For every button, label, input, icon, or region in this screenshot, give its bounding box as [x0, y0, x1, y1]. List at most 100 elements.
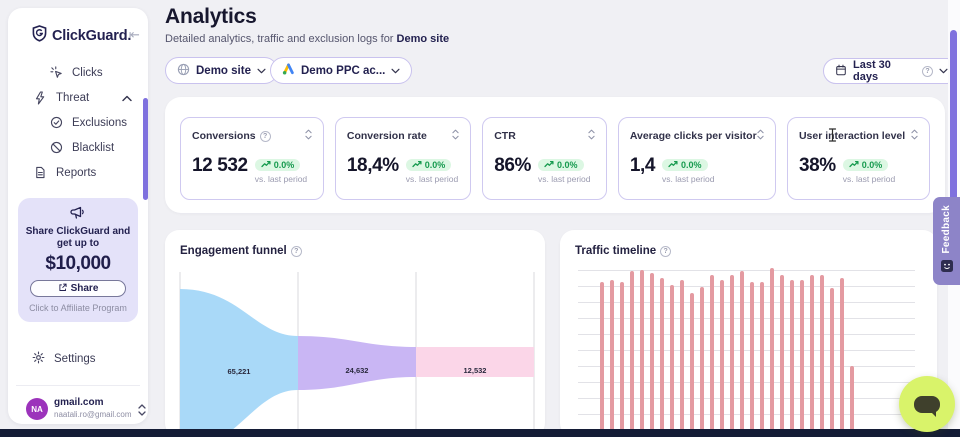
timeline-bar[interactable] — [850, 366, 854, 437]
sidebar-item-blacklist[interactable]: Blacklist — [8, 135, 148, 160]
stat-value: 18,4% — [346, 155, 399, 176]
funnel-stage[interactable] — [416, 347, 534, 377]
google-ads-icon — [282, 63, 295, 78]
sort-icon[interactable] — [588, 127, 595, 145]
share-button[interactable]: Share — [30, 280, 126, 297]
sidebar-divider — [16, 385, 140, 386]
traffic-timeline-chart — [578, 268, 915, 437]
timeline-bar[interactable] — [660, 278, 664, 437]
timeline-bar[interactable] — [600, 282, 604, 437]
stat-label: Average clicks per visitor — [629, 130, 757, 142]
sort-icon[interactable] — [452, 127, 459, 145]
stat-card: Average clicks per visitor 1,4 0.0% vs. las… — [617, 117, 776, 200]
share-button-label: Share — [70, 283, 99, 294]
clickguard-logo[interactable]: ClickGuard. — [32, 25, 131, 47]
timeline-bar[interactable] — [750, 282, 754, 437]
timeline-bar[interactable] — [760, 282, 764, 437]
timeline-bar[interactable] — [680, 280, 684, 437]
trend-up-icon — [412, 160, 422, 170]
account-updown-icon — [138, 403, 146, 421]
logo-text: ClickGuard. — [52, 28, 132, 44]
timeline-bar[interactable] — [610, 280, 614, 437]
date-range-selector[interactable]: Last 30 days ? — [823, 58, 960, 84]
date-range-value: Last 30 days — [853, 59, 891, 83]
page-subtitle: Detailed analytics, traffic and exclusio… — [165, 33, 450, 45]
sidebar-collapse-icon[interactable]: ⇤ — [129, 27, 140, 42]
timeline-bar[interactable] — [830, 288, 834, 437]
change-badge: 0.0% — [405, 159, 452, 171]
stats-container: Conversions? 12 532 0.0% vs. last period Con… — [165, 97, 945, 213]
timeline-bar[interactable] — [740, 271, 744, 437]
change-value: 0.0% — [273, 160, 295, 170]
timeline-bar[interactable] — [670, 285, 674, 437]
sidebar-item-exclusions[interactable]: Exclusions — [8, 110, 148, 135]
timeline-bar[interactable] — [840, 278, 844, 437]
timeline-bar[interactable] — [730, 275, 734, 437]
funnel-stage[interactable] — [298, 336, 416, 390]
info-icon[interactable]: ? — [290, 245, 302, 257]
external-link-icon — [58, 283, 67, 295]
info-icon[interactable]: ? — [259, 130, 271, 142]
site-selector[interactable]: Demo site — [165, 57, 278, 84]
affiliate-program-link[interactable]: Click to Affiliate Program — [29, 303, 127, 313]
vs-last-period-label: vs. last period — [254, 174, 308, 184]
timeline-bar[interactable] — [650, 273, 654, 437]
feedback-label: Feedback — [941, 204, 952, 254]
timeline-bar[interactable] — [700, 287, 704, 437]
chat-bubble-icon — [914, 395, 940, 417]
blacklist-icon — [50, 141, 64, 154]
stat-card: Conversion rate 18,4% 0.0% vs. last period — [334, 117, 472, 200]
timeline-bar[interactable] — [640, 270, 644, 437]
timeline-bar[interactable] — [710, 275, 714, 437]
sidebar-item-label: Clicks — [72, 66, 103, 79]
feedback-tab[interactable]: Feedback — [933, 197, 960, 285]
timeline-bar[interactable] — [720, 280, 724, 437]
timeline-bar[interactable] — [810, 275, 814, 437]
timeline-bar[interactable] — [770, 268, 774, 437]
account-switcher[interactable]: NA gmail.com naatali.ro@gmail.com — [26, 398, 146, 420]
change-badge: 0.0% — [538, 159, 584, 171]
stat-value: 38% — [798, 155, 836, 176]
sidebar-scrollbar-thumb[interactable] — [143, 98, 148, 200]
sidebar-item-settings[interactable]: Settings — [32, 351, 96, 367]
funnel-stage[interactable] — [180, 289, 298, 437]
sort-icon[interactable] — [757, 127, 764, 145]
smiley-icon — [940, 259, 953, 277]
stat-card: Conversions? 12 532 0.0% vs. last period — [180, 117, 324, 200]
megaphone-icon — [69, 206, 87, 225]
engagement-funnel-panel: Engagement funnel ? 65,221 24,632 12,532 — [165, 230, 545, 437]
timeline-bar[interactable] — [780, 275, 784, 437]
timeline-bar[interactable] — [790, 280, 794, 437]
change-badge: 0.0% — [254, 159, 301, 171]
site-selector-value: Demo site — [196, 64, 251, 77]
sort-icon[interactable] — [305, 127, 312, 145]
funnel-stage-value: 65,221 — [228, 367, 251, 376]
sidebar-item-label: Threat — [56, 91, 90, 104]
chat-widget-button[interactable] — [899, 376, 955, 432]
timeline-bar[interactable] — [690, 293, 694, 437]
sort-icon[interactable] — [911, 127, 918, 145]
timeline-bar[interactable] — [620, 282, 624, 437]
sidebar-item-clicks[interactable]: Clicks — [8, 60, 148, 85]
info-icon[interactable]: ? — [922, 65, 933, 77]
affiliate-promo-card[interactable]: Share ClickGuard and get up to $10,000 S… — [18, 198, 138, 322]
sidebar-item-reports[interactable]: Reports — [8, 160, 148, 185]
timeline-bar[interactable] — [630, 271, 634, 437]
info-icon[interactable]: ? — [660, 245, 672, 257]
settings-label: Settings — [54, 353, 96, 365]
timeline-bar[interactable] — [800, 280, 804, 437]
stat-label: Conversion rate — [346, 130, 427, 142]
timeline-bar[interactable] — [820, 275, 824, 437]
chevron-down-icon — [391, 65, 400, 77]
threat-icon — [34, 90, 48, 105]
change-value: 0.0% — [557, 160, 578, 170]
stat-label: Conversions — [192, 130, 256, 142]
chevron-up-icon[interactable] — [122, 93, 132, 105]
stat-card: User interaction level 38% 0.0% vs. last pe… — [786, 117, 930, 200]
vs-last-period-label: vs. last period — [538, 174, 591, 184]
trend-up-icon — [849, 160, 859, 170]
ppc-account-selector[interactable]: Demo PPC ac... — [270, 57, 413, 84]
stat-label: User interaction level — [798, 130, 906, 142]
sidebar-item-threat[interactable]: Threat — [8, 85, 148, 110]
page-scrollbar-thumb[interactable] — [950, 30, 957, 248]
